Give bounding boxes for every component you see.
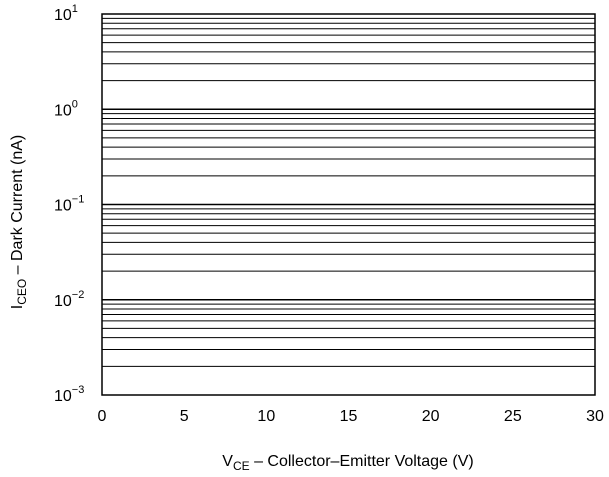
x-tick-label: 10 xyxy=(257,408,275,425)
gridlines xyxy=(102,17,595,367)
x-tick-label: 0 xyxy=(98,408,107,425)
x-tick-label: 25 xyxy=(504,408,522,425)
y-tick-labels: 101 100 10−1 10−2 10−3 xyxy=(54,3,84,405)
x-tick-label: 30 xyxy=(586,408,604,425)
y-tick-label: 10−3 xyxy=(54,384,84,405)
y-tick-label: 10−2 xyxy=(54,289,84,310)
plot-frame xyxy=(101,13,596,396)
y-axis-title-rest: – Dark Current (nA) xyxy=(9,135,26,279)
x-tick-label: 15 xyxy=(340,408,358,425)
y-axis-title-subscript: CEO xyxy=(15,279,29,305)
x-tick-label: 5 xyxy=(180,408,189,425)
y-tick-label: 101 xyxy=(54,3,78,24)
x-tick-labels: 0 5 10 15 20 25 30 xyxy=(98,408,604,425)
y-axis-title: ICEO – Dark Current (nA) xyxy=(9,135,29,310)
x-axis-title-main: V xyxy=(222,453,233,470)
y-tick-label: 10−1 xyxy=(54,194,84,215)
y-tick-label: 100 xyxy=(54,98,78,119)
y-axis-title-main: I xyxy=(9,305,26,309)
x-tick-label: 20 xyxy=(422,408,440,425)
x-axis-title-rest: – Collector–Emitter Voltage (V) xyxy=(250,453,474,470)
x-axis-title: VCE – Collector–Emitter Voltage (V) xyxy=(222,453,473,473)
x-axis-title-subscript: CE xyxy=(233,459,250,473)
